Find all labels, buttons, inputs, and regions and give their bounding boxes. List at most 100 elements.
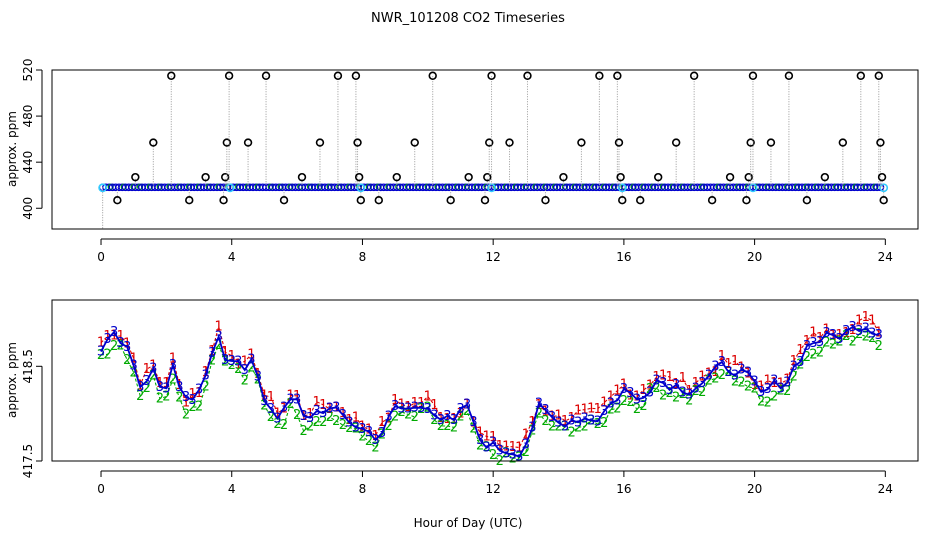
bottom-series-label: 3 (424, 402, 432, 417)
bottom-series-label: 3 (319, 406, 327, 421)
bottom-series-label: 2 (842, 329, 850, 344)
bottom-x-tick-label: 20 (747, 482, 762, 496)
bottom-series-label: 3 (188, 393, 196, 408)
bottom-series-label: 2 (169, 373, 177, 388)
top-spike-point (613, 71, 622, 80)
bottom-series-label: 3 (371, 433, 379, 448)
bottom-series-label: 1 (842, 326, 850, 341)
bottom-series-label: 3 (339, 408, 347, 423)
bottom-y-tick-label: 418.5 (21, 349, 35, 383)
bottom-series-label: 1 (417, 396, 425, 411)
top-spike-point (748, 71, 758, 80)
top-spike-point (485, 138, 494, 147)
bottom-series-label: 2 (430, 413, 438, 428)
bottom-series-label: 3 (130, 359, 138, 374)
bottom-series-label: 3 (116, 336, 124, 351)
bottom-series-label: 2 (463, 404, 471, 419)
bottom-series-label: 3 (175, 380, 183, 395)
bottom-series-label: 2 (247, 360, 255, 375)
top-spike-point (353, 138, 362, 147)
top-spike-point (784, 71, 794, 80)
bottom-series-label: 1 (875, 325, 883, 340)
bottom-series-label: 3 (868, 327, 876, 342)
bottom-series-label: 3 (842, 324, 850, 339)
top-panel: 0 4 8 12 16 20 24 400 440 480 520 approx. ppm (5, 59, 919, 264)
top-spike-point (315, 138, 325, 147)
bottom-series-label: 2 (345, 421, 353, 436)
bottom-series-label: 2 (731, 374, 739, 389)
bottom-series-label: 1 (306, 407, 314, 422)
bottom-series-label: 3 (110, 325, 118, 340)
top-plot-frame (51, 69, 919, 230)
bottom-series-label: 3 (169, 358, 177, 373)
bottom-series-label: 3 (286, 392, 294, 407)
bottom-series-label: 1 (195, 386, 203, 401)
bottom-series-label: 2 (443, 419, 451, 434)
top-spike-point (876, 138, 885, 147)
bottom-series-label: 1 (260, 388, 268, 403)
top-spike-point (820, 172, 830, 182)
bottom-series-label: 3 (450, 413, 458, 428)
bottom-series-label: 3 (711, 360, 719, 375)
bottom-x-tick-label: 12 (486, 482, 501, 496)
bottom-series-label: 3 (548, 410, 556, 425)
bottom-series-label: 1 (796, 343, 804, 358)
bottom-series-label: 3 (489, 435, 497, 450)
bottom-series-label: 2 (110, 339, 118, 354)
top-x-tick-label: 20 (747, 250, 762, 264)
top-spike-point (113, 195, 122, 205)
bottom-series-label: 1 (522, 427, 530, 442)
bottom-series-label: 3 (829, 328, 837, 343)
bottom-series-label: 2 (646, 382, 654, 397)
bottom-series-label: 1 (221, 345, 229, 360)
bottom-series-label: 1 (123, 336, 131, 351)
bottom-series-label: 2 (234, 362, 242, 377)
bottom-series-label: 2 (515, 450, 523, 465)
bottom-series-label: 3 (652, 374, 660, 389)
bottom-series-label: 1 (188, 387, 196, 402)
bottom-series-label: 1 (581, 403, 589, 418)
bottom-series-label: 1 (711, 365, 719, 380)
top-spike-point (356, 195, 366, 205)
bottom-series-label: 2 (319, 415, 327, 430)
bottom-series-label: 1 (476, 425, 484, 440)
bottom-series-label: 2 (757, 395, 765, 410)
bottom-series-label: 2 (469, 421, 477, 436)
bottom-series-label: 3 (293, 392, 301, 407)
bottom-series-label: 2 (581, 419, 589, 434)
top-spike-point (744, 172, 753, 182)
bottom-series-label: 3 (313, 404, 321, 419)
bottom-series-label: 2 (306, 419, 314, 434)
top-spike-point (636, 195, 645, 205)
top-spike-point (185, 195, 194, 205)
top-spike-point (410, 138, 419, 147)
bottom-series-label: 3 (659, 376, 667, 391)
bottom-series-label: 1 (783, 373, 791, 388)
bottom-series-label: 3 (698, 376, 706, 391)
bottom-series-label: 2 (208, 354, 216, 369)
bottom-series-label: 2 (522, 445, 530, 460)
bottom-series-label: 3 (404, 402, 412, 417)
bottom-series-label: 3 (496, 443, 504, 458)
bottom-series-label: 1 (607, 390, 615, 405)
bottom-series-label: 3 (260, 394, 268, 409)
bottom-series-line (100, 316, 880, 449)
top-highlight-point (617, 183, 627, 193)
bottom-series-label: 2 (744, 380, 752, 395)
bottom-series-label: 1 (404, 400, 412, 415)
bottom-series-label: 2 (822, 336, 830, 351)
chart-title: NWR_101208 CO2 Timeseries (371, 11, 565, 26)
bottom-series-label: 1 (685, 384, 693, 399)
bottom-series-label: 2 (411, 410, 419, 425)
top-spike-point (595, 71, 604, 80)
bottom-series-label: 3 (241, 363, 249, 378)
top-spike-point (487, 71, 496, 80)
bottom-series-label: 2 (97, 348, 105, 363)
bottom-series-label: 2 (600, 416, 608, 431)
bottom-series-label: 3 (391, 399, 399, 414)
bottom-series-label: 2 (404, 407, 412, 422)
bottom-series-label: 1 (567, 411, 575, 426)
bottom-series-label: 2 (352, 421, 360, 436)
bottom-series-label: 3 (299, 409, 307, 424)
bottom-series-label: 2 (326, 410, 334, 425)
